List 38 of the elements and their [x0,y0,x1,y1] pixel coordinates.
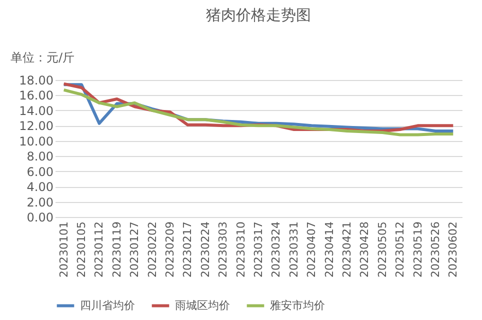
x-tick-label: 20230519 [411,222,424,278]
legend-label: 雨城区均价 [175,298,230,312]
x-tick-label: 20230127 [128,222,142,278]
x-tick-label: 20230331 [287,222,300,278]
y-tick-label: 18.00 [19,74,54,88]
y-axis-title: 单位：元/斤 [10,50,75,64]
y-tick-label: 2.00 [26,195,54,210]
x-tick-label: 20230105 [75,222,88,278]
y-tick-label: 4.00 [26,180,54,194]
x-tick-label: 20230324 [270,222,283,278]
y-tick-label: 0.00 [26,210,54,224]
x-tick-label: 20230421 [340,222,354,278]
y-tick-label: 14.00 [19,104,54,118]
x-tick-label: 20230602 [446,222,460,278]
legend-label: 雅安市均价 [270,298,325,312]
chart-title: 猪肉价格走势图 [206,6,311,24]
y-tick-label: 16.00 [19,88,54,103]
x-tick-label: 20230209 [164,222,177,278]
x-tick-label: 20230414 [322,222,336,278]
x-tick-label: 20230526 [428,222,442,278]
x-tick-label: 20230512 [394,222,407,278]
y-tick-label: 6.00 [26,164,54,179]
x-tick-label: 20230101 [57,222,70,278]
x-tick-label: 20230303 [216,222,230,278]
x-tick-label: 20230112 [92,222,106,278]
legend-label: 四川省均价 [80,298,135,312]
x-tick-label: 20230224 [198,222,212,278]
x-tick-label: 20230407 [305,222,318,278]
x-tick-label: 20230217 [181,222,194,278]
x-tick-label: 20230428 [358,222,372,278]
x-tick-label: 20230505 [376,222,389,278]
x-tick-label: 20230310 [234,222,248,278]
y-tick-label: 10.00 [19,134,54,148]
x-tick-label: 20230119 [110,222,124,278]
x-tick-label: 20230202 [146,222,159,278]
y-tick-label: 12.00 [19,119,54,134]
y-tick-label: 8.00 [26,150,54,164]
x-tick-label: 20230317 [252,222,265,278]
